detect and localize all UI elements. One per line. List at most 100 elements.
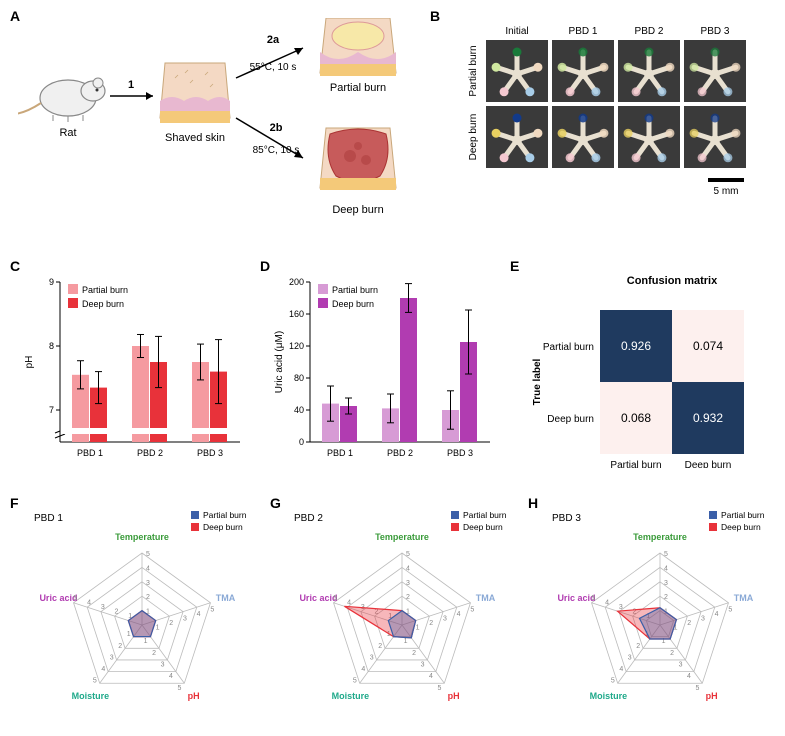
svg-text:2b: 2b	[270, 122, 283, 134]
svg-text:1: 1	[404, 638, 408, 645]
svg-text:4: 4	[429, 673, 433, 680]
shaved-skin-label: Shaved skin	[165, 132, 225, 144]
arrow-1: 1	[110, 79, 153, 100]
svg-text:3: 3	[161, 661, 165, 668]
svg-text:4: 4	[605, 599, 609, 606]
svg-text:Moisture: Moisture	[72, 691, 110, 701]
svg-text:Deep burn: Deep burn	[463, 522, 503, 532]
svg-text:Temperature: Temperature	[115, 532, 169, 542]
svg-text:Deep burn: Deep burn	[332, 299, 374, 309]
panel-g-radar: PBD 2Partial burnDeep burnTemperature123…	[274, 505, 529, 730]
svg-text:Deep burn: Deep burn	[685, 460, 732, 468]
svg-text:8: 8	[49, 341, 54, 351]
svg-text:2: 2	[378, 643, 382, 650]
svg-text:2: 2	[169, 620, 173, 627]
svg-text:3: 3	[370, 654, 374, 661]
svg-text:Deep burn: Deep burn	[203, 522, 243, 532]
svg-text:1: 1	[128, 79, 134, 91]
svg-text:PBD 2: PBD 2	[137, 448, 163, 458]
svg-text:3: 3	[183, 615, 187, 622]
svg-text:40: 40	[294, 405, 304, 415]
svg-text:Partial burn: Partial burn	[468, 45, 479, 96]
partial-burn-label: Partial burn	[330, 82, 386, 94]
svg-text:2: 2	[664, 594, 668, 601]
svg-text:TMA: TMA	[216, 593, 236, 603]
svg-text:5: 5	[406, 551, 410, 558]
svg-text:pH: pH	[448, 691, 460, 701]
svg-text:Moisture: Moisture	[590, 691, 628, 701]
svg-text:True label: True label	[532, 358, 543, 405]
svg-text:4: 4	[169, 673, 173, 680]
svg-text:Deep burn: Deep burn	[82, 299, 124, 309]
svg-text:4: 4	[619, 666, 623, 673]
panel-c-chart: Partial burnDeep burnpH789PBD 1PBD 2PBD …	[18, 270, 248, 470]
svg-text:2: 2	[670, 650, 674, 657]
deep-burn-label: Deep burn	[332, 204, 383, 216]
svg-text:2: 2	[406, 594, 410, 601]
svg-text:TMA: TMA	[476, 593, 496, 603]
svg-text:4: 4	[406, 565, 410, 572]
svg-text:Partial burn: Partial burn	[203, 510, 247, 520]
panel-f-radar: PBD 1 Partial burn Deep burn Temperature 1 2 3…	[14, 505, 269, 730]
svg-text:0.932: 0.932	[693, 411, 723, 425]
svg-text:PBD 1: PBD 1	[569, 26, 598, 37]
svg-text:Deep burn: Deep burn	[468, 114, 479, 161]
svg-text:Uric acid: Uric acid	[39, 593, 77, 603]
svg-text:Partial burn: Partial burn	[610, 460, 661, 468]
svg-text:5: 5	[696, 685, 700, 692]
svg-text:2: 2	[146, 594, 150, 601]
svg-text:5: 5	[591, 595, 595, 602]
svg-text:3: 3	[421, 661, 425, 668]
svg-text:3: 3	[146, 580, 150, 587]
svg-text:200: 200	[289, 277, 304, 287]
svg-text:4: 4	[347, 599, 351, 606]
svg-text:5: 5	[611, 678, 615, 685]
svg-text:3: 3	[679, 661, 683, 668]
rat-icon	[18, 78, 105, 122]
svg-text:85°C, 10 s: 85°C, 10 s	[253, 145, 300, 156]
svg-text:Partial burn: Partial burn	[721, 510, 765, 520]
svg-text:Partial burn: Partial burn	[463, 510, 507, 520]
partial-burn-icon	[320, 18, 396, 76]
svg-text:2: 2	[429, 620, 433, 627]
svg-text:4: 4	[87, 599, 91, 606]
svg-text:1: 1	[144, 638, 148, 645]
svg-text:PBD 1: PBD 1	[77, 448, 103, 458]
svg-text:PBD 3: PBD 3	[701, 26, 730, 37]
svg-text:9: 9	[49, 277, 54, 287]
svg-text:PBD 2: PBD 2	[635, 26, 664, 37]
svg-text:4: 4	[361, 666, 365, 673]
svg-text:Temperature: Temperature	[375, 532, 429, 542]
rat-label: Rat	[59, 127, 76, 139]
svg-text:Uric acid: Uric acid	[299, 593, 337, 603]
svg-text:1: 1	[156, 624, 160, 631]
svg-text:2: 2	[118, 643, 122, 650]
svg-text:TMA: TMA	[734, 593, 754, 603]
svg-text:4: 4	[197, 611, 201, 618]
svg-text:5: 5	[470, 606, 474, 613]
svg-text:3: 3	[406, 580, 410, 587]
panel-b-label: B	[430, 8, 440, 24]
svg-text:5: 5	[664, 551, 668, 558]
svg-text:5: 5	[210, 606, 214, 613]
svg-text:Deep burn: Deep burn	[547, 414, 594, 425]
svg-text:55°C, 10 s: 55°C, 10 s	[250, 62, 297, 73]
svg-text:3: 3	[101, 604, 105, 611]
panel-b-grid: Initial PBD 1 PBD 2 PBD 3 Partial burn Deep b…	[440, 20, 775, 220]
svg-text:PBD 3: PBD 3	[197, 448, 223, 458]
svg-text:2: 2	[636, 643, 640, 650]
svg-text:2a: 2a	[267, 34, 280, 46]
svg-text:PBD 1: PBD 1	[327, 448, 353, 458]
svg-text:5: 5	[73, 595, 77, 602]
svg-text:Partial burn: Partial burn	[543, 342, 594, 353]
svg-text:3: 3	[664, 580, 668, 587]
svg-text:4: 4	[687, 673, 691, 680]
svg-text:5 mm: 5 mm	[714, 186, 739, 197]
arrow-2b: 2b 85°C, 10 s	[236, 118, 303, 158]
svg-text:PBD 2: PBD 2	[387, 448, 413, 458]
svg-text:Initial: Initial	[505, 26, 528, 37]
svg-text:pH: pH	[24, 356, 35, 369]
svg-text:2: 2	[412, 650, 416, 657]
svg-text:PBD 1: PBD 1	[34, 513, 63, 524]
svg-text:Temperature: Temperature	[633, 532, 687, 542]
